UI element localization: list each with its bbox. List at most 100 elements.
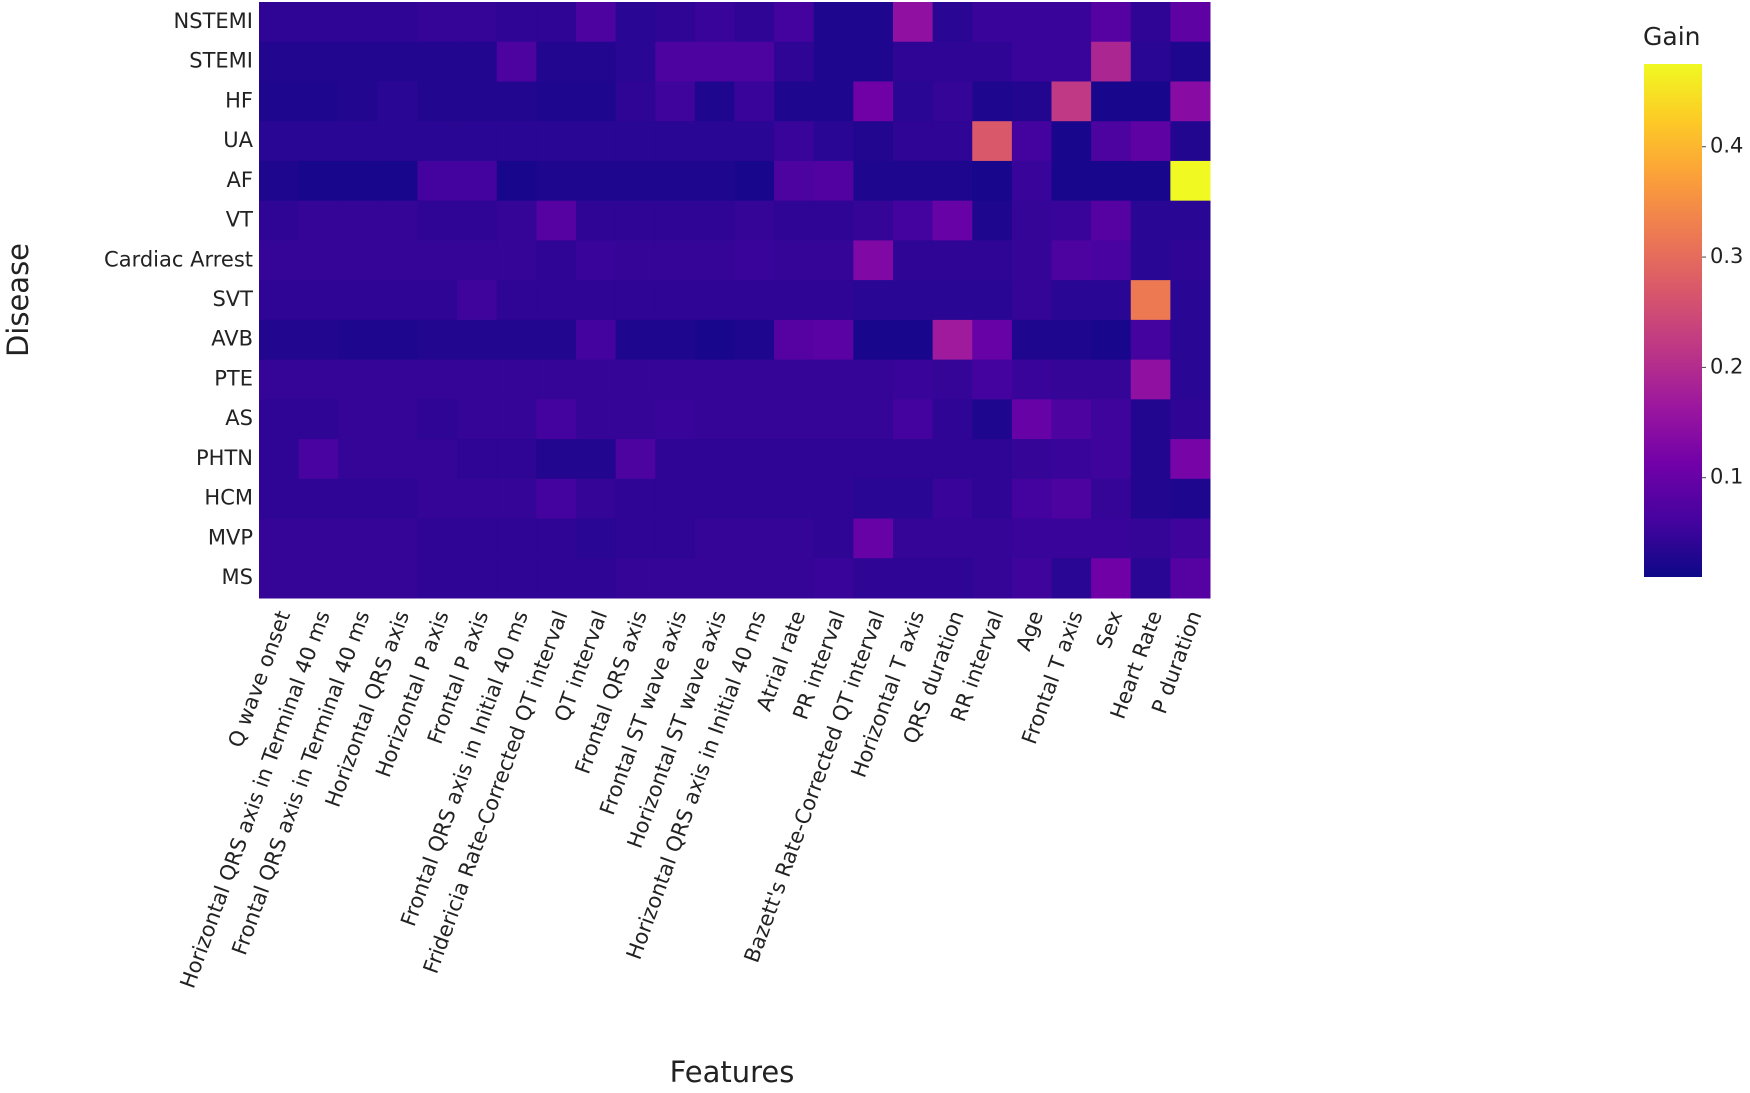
heatmap-cell (536, 121, 577, 162)
heatmap-cell (298, 518, 339, 559)
heatmap-cell (377, 439, 418, 480)
heatmap-cell (694, 280, 735, 321)
heatmap-cell (259, 280, 300, 321)
heatmap-cell (734, 2, 775, 43)
heatmap-cell (259, 319, 300, 361)
heatmap-cell (536, 280, 577, 321)
heatmap-cell (932, 160, 973, 202)
heatmap-cell (972, 359, 1013, 400)
heatmap-cell (338, 121, 379, 162)
heatmap-cell (1091, 439, 1132, 480)
heatmap-cell (417, 280, 458, 321)
heatmap-cell (576, 319, 617, 361)
heatmap-cell (972, 41, 1013, 82)
heatmap-cell (377, 121, 418, 162)
heatmap-cell (813, 200, 854, 241)
heatmap-cell (1091, 280, 1132, 321)
heatmap-cell (734, 41, 775, 82)
heatmap-cell (893, 81, 934, 122)
heatmap-cell (774, 160, 815, 202)
heatmap-cell (298, 2, 339, 43)
heatmap-cell (932, 359, 973, 400)
y-tick-label: SVT (212, 287, 253, 311)
heatmap-cell (1170, 439, 1211, 480)
heatmap-cell (853, 280, 894, 321)
heatmap-cell (536, 240, 577, 281)
heatmap-cell (734, 280, 775, 321)
heatmap-cell (655, 41, 696, 82)
heatmap-cell (774, 280, 815, 321)
heatmap-cell (338, 280, 379, 321)
heatmap-cell (893, 439, 934, 480)
heatmap-cell (655, 478, 696, 520)
heatmap-cell (1011, 160, 1052, 202)
heatmap-cell (694, 160, 735, 202)
heatmap-cell (417, 439, 458, 480)
heatmap-cell (1170, 518, 1211, 559)
heatmap-cell (932, 240, 973, 281)
heatmap-cell (655, 121, 696, 162)
heatmap-cell (496, 200, 537, 241)
heatmap-cell (655, 2, 696, 43)
heatmap-cell (932, 2, 973, 43)
heatmap-cell (813, 280, 854, 321)
heatmap-cell (655, 399, 696, 440)
heatmap-cell (1091, 319, 1132, 361)
heatmap-cell (655, 200, 696, 241)
heatmap-cell (774, 240, 815, 281)
heatmap-cell (298, 160, 339, 202)
heatmap-cell (694, 319, 735, 361)
heatmap-cell (893, 240, 934, 281)
heatmap-cell (1011, 121, 1052, 162)
heatmap-cell (457, 2, 498, 43)
heatmap-cell (1170, 41, 1211, 82)
heatmap-cell (576, 160, 617, 202)
heatmap-cell (853, 359, 894, 400)
heatmap-cell (536, 319, 577, 361)
heatmap-cell (1091, 558, 1132, 599)
heatmap-cell (1051, 240, 1092, 281)
heatmap-cell (1011, 2, 1052, 43)
heatmap-cell (734, 81, 775, 122)
heatmap-cell (853, 200, 894, 241)
heatmap-cell (774, 518, 815, 559)
heatmap-cell (694, 81, 735, 122)
heatmap-cell (1051, 558, 1092, 599)
heatmap-cell (972, 439, 1013, 480)
heatmap-cell (417, 399, 458, 440)
heatmap-cell (972, 518, 1013, 559)
heatmap-cell (972, 2, 1013, 43)
heatmap-cell (972, 160, 1013, 202)
heatmap-cell (1170, 359, 1211, 400)
heatmap-cell (338, 478, 379, 520)
heatmap-cell (1170, 478, 1211, 520)
heatmap-cell (615, 240, 656, 281)
heatmap-cell (496, 399, 537, 440)
heatmap-cell (1170, 558, 1211, 599)
heatmap-cell (893, 200, 934, 241)
heatmap-cell (259, 478, 300, 520)
heatmap-cell (972, 280, 1013, 321)
heatmap-cell (496, 359, 537, 400)
heatmap-cell (1091, 121, 1132, 162)
heatmap-cell (536, 41, 577, 82)
heatmap-cell (417, 558, 458, 599)
heatmap-cell (1130, 280, 1171, 321)
heatmap-cell (694, 399, 735, 440)
x-tick-label: Age (1012, 608, 1048, 654)
heatmap-cell (536, 200, 577, 241)
heatmap-cell (259, 81, 300, 122)
heatmap-cell (813, 359, 854, 400)
heatmap-cell (853, 439, 894, 480)
heatmap-cell (338, 359, 379, 400)
heatmap-cell (1011, 41, 1052, 82)
heatmap-cell (893, 518, 934, 559)
heatmap-cell (298, 41, 339, 82)
heatmap-cell (893, 399, 934, 440)
heatmap-cell (1011, 359, 1052, 400)
heatmap-cell (298, 200, 339, 241)
heatmap-cell (694, 41, 735, 82)
heatmap-cell (813, 399, 854, 440)
heatmap-cell (1051, 439, 1092, 480)
